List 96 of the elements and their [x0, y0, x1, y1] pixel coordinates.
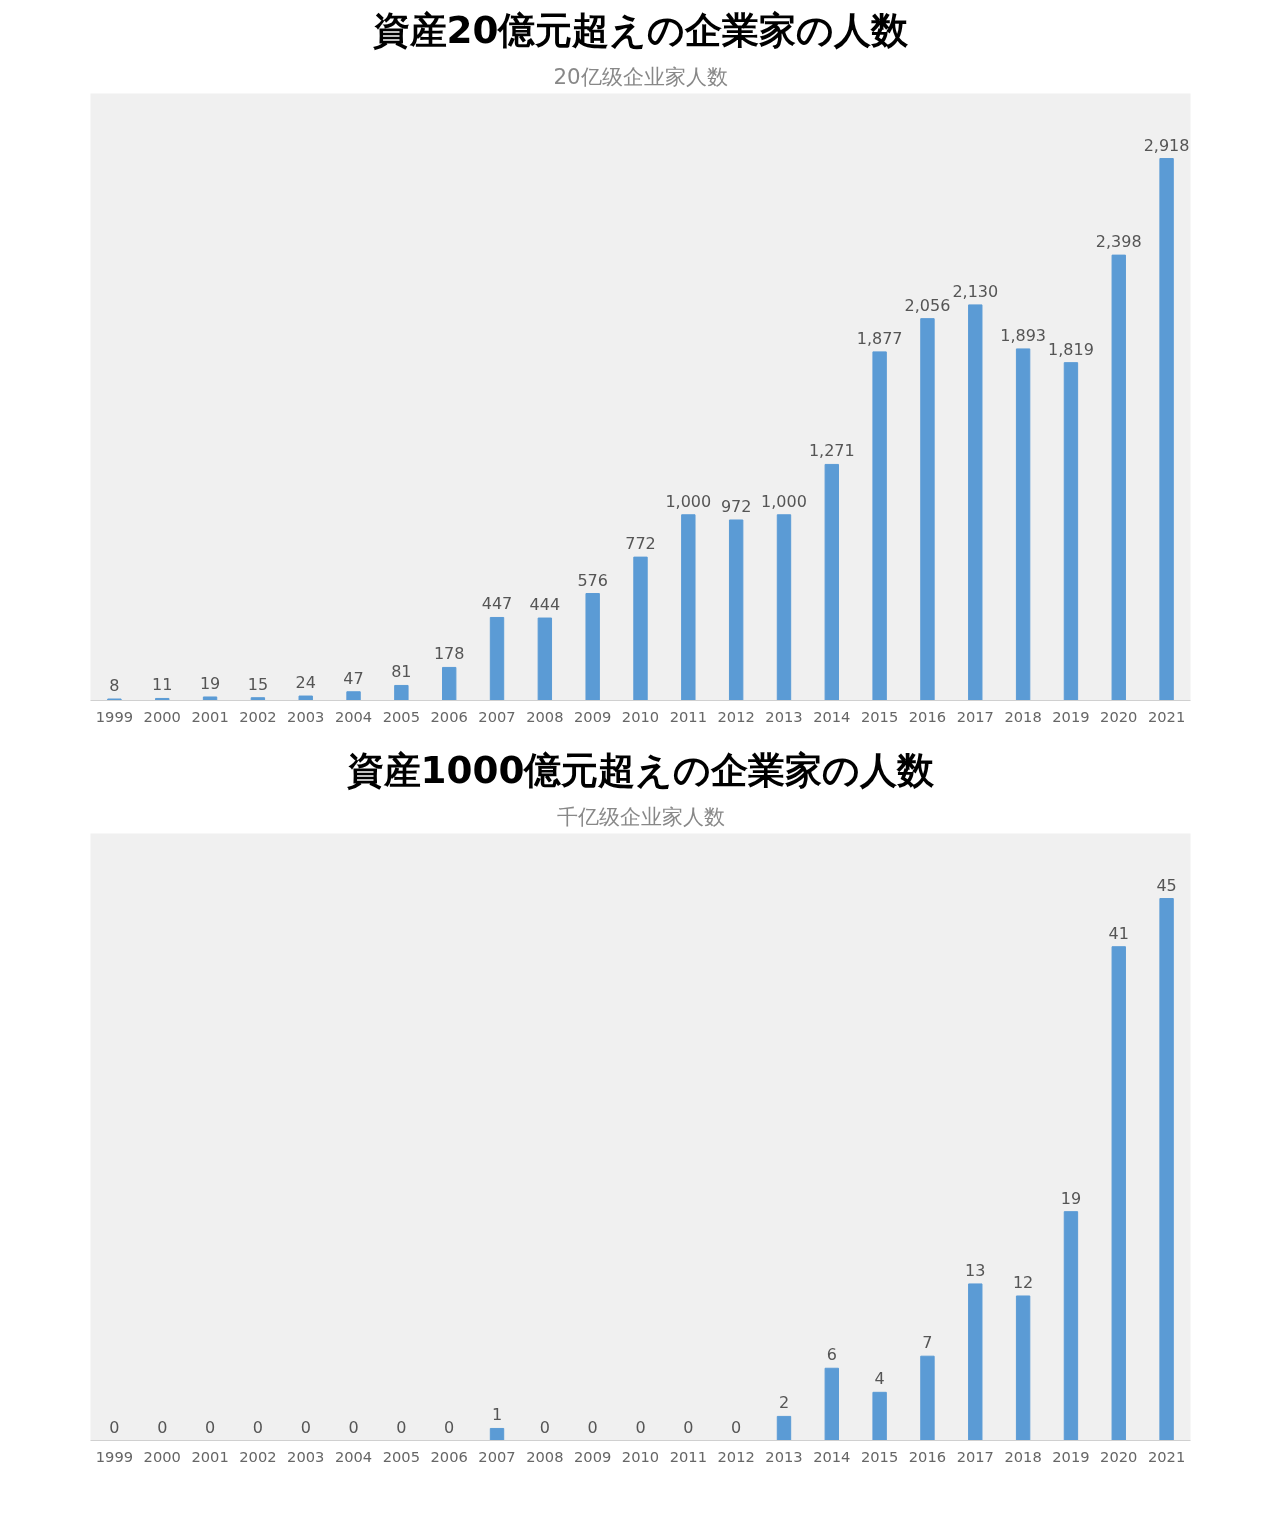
x-tick-label: 2002 — [239, 1447, 277, 1465]
data-label: 772 — [625, 534, 656, 554]
chart-title: 資産1000億元超えの企業家の人数 — [346, 747, 936, 792]
x-tick-label: 2000 — [143, 707, 181, 725]
x-tick-label: 2012 — [717, 707, 755, 725]
data-label: 12 — [1012, 1272, 1034, 1292]
x-tick-label: 2020 — [1100, 707, 1138, 725]
data-label: 0 — [396, 1417, 407, 1437]
data-label: 0 — [300, 1417, 311, 1437]
data-label: 13 — [965, 1260, 986, 1280]
data-label: 1,819 — [1048, 339, 1094, 359]
x-tick-label: 2020 — [1100, 1447, 1138, 1465]
x-tick-label: 2016 — [908, 707, 947, 725]
x-tick-label: 2004 — [334, 707, 373, 725]
data-label: 0 — [348, 1417, 359, 1437]
x-tick-label: 1999 — [95, 1447, 134, 1465]
data-label: 1,000 — [665, 491, 712, 511]
x-tick-label: 2017 — [956, 1447, 994, 1465]
x-tick-label: 2016 — [908, 1447, 947, 1465]
x-tick-label: 2021 — [1147, 1447, 1186, 1465]
data-label: 0 — [587, 1417, 598, 1437]
data-label: 47 — [343, 668, 364, 688]
data-label: 0 — [204, 1417, 216, 1437]
data-label: 0 — [539, 1417, 550, 1437]
data-label: 1,893 — [1000, 325, 1047, 345]
x-tick-label: 1999 — [95, 707, 134, 725]
x-tick-label: 2006 — [430, 1447, 468, 1465]
chart-subtitle: 千亿级企业家人数 — [556, 803, 725, 829]
x-tick-label: 2014 — [813, 707, 851, 725]
x-tick-label: 2007 — [478, 707, 516, 725]
x-tick-label: 2010 — [621, 707, 660, 725]
x-tick-label: 2008 — [526, 707, 564, 725]
x-tick-label: 2017 — [956, 707, 994, 725]
data-label: 24 — [295, 673, 316, 693]
x-tick-label: 2018 — [1004, 1447, 1042, 1465]
x-tick-label: 2008 — [526, 1447, 564, 1465]
data-label: 41 — [1108, 923, 1129, 943]
data-label: 178 — [433, 644, 465, 664]
x-tick-label: 2012 — [717, 1447, 755, 1465]
x-tick-label: 2019 — [1052, 707, 1090, 725]
data-label: 6 — [826, 1345, 837, 1365]
x-tick-label: 2014 — [813, 1447, 851, 1465]
data-label: 0 — [109, 1417, 120, 1437]
x-tick-label: 2015 — [860, 707, 899, 725]
chart-subtitle: 20亿级企业家人数 — [553, 63, 728, 89]
data-label: 19 — [199, 673, 221, 693]
data-label: 2,130 — [952, 281, 999, 301]
x-tick-label: 2009 — [574, 707, 612, 725]
data-label: 447 — [481, 594, 513, 614]
data-label: 1,877 — [856, 328, 903, 348]
x-tick-label: 2005 — [382, 707, 421, 725]
x-tick-label: 2004 — [334, 1447, 373, 1465]
data-label: 0 — [731, 1417, 742, 1437]
x-tick-label: 2021 — [1147, 707, 1186, 725]
x-tick-label: 2013 — [765, 1447, 803, 1465]
x-tick-label: 2003 — [287, 707, 325, 725]
x-tick-label: 2001 — [191, 707, 229, 725]
x-tick-label: 2007 — [478, 1447, 516, 1465]
data-label: 0 — [635, 1417, 646, 1437]
x-tick-label: 2000 — [143, 1447, 181, 1465]
x-tick-label: 2011 — [669, 1447, 707, 1465]
data-label: 2 — [778, 1393, 790, 1413]
x-tick-label: 2003 — [287, 1447, 325, 1465]
x-tick-label: 2015 — [860, 1447, 899, 1465]
data-label: 1 — [491, 1405, 503, 1425]
data-label: 0 — [252, 1417, 263, 1437]
data-label: 576 — [577, 570, 608, 590]
data-label: 7 — [922, 1333, 933, 1353]
x-tick-label: 2018 — [1004, 707, 1042, 725]
data-label: 972 — [720, 496, 752, 516]
data-label: 15 — [247, 674, 269, 694]
data-label: 0 — [444, 1417, 455, 1437]
data-label: 2,056 — [904, 295, 951, 315]
x-tick-label: 2011 — [669, 707, 707, 725]
data-label: 0 — [157, 1417, 168, 1437]
chart-title: 資産20億元超えの企業家の人数 — [372, 7, 910, 52]
x-tick-label: 2006 — [430, 707, 468, 725]
data-label: 4 — [874, 1369, 885, 1389]
x-tick-label: 2005 — [382, 1447, 421, 1465]
data-label: 11 — [152, 675, 173, 695]
x-tick-label: 2001 — [191, 1447, 229, 1465]
data-label: 2,918 — [1143, 135, 1190, 155]
data-label: 45 — [1156, 875, 1177, 895]
x-tick-label: 2019 — [1052, 1447, 1090, 1465]
x-tick-label: 2013 — [765, 707, 803, 725]
data-label: 1,000 — [761, 491, 807, 511]
data-label: 0 — [683, 1417, 694, 1437]
data-label: 2,398 — [1095, 232, 1142, 252]
x-tick-label: 2002 — [239, 707, 277, 725]
data-label: 444 — [529, 595, 561, 615]
data-label: 8 — [109, 676, 120, 696]
data-label: 1,271 — [808, 441, 855, 461]
x-tick-label: 2009 — [574, 1447, 612, 1465]
data-label: 81 — [391, 662, 412, 682]
x-tick-label: 2010 — [621, 1447, 660, 1465]
data-label: 19 — [1060, 1188, 1082, 1208]
